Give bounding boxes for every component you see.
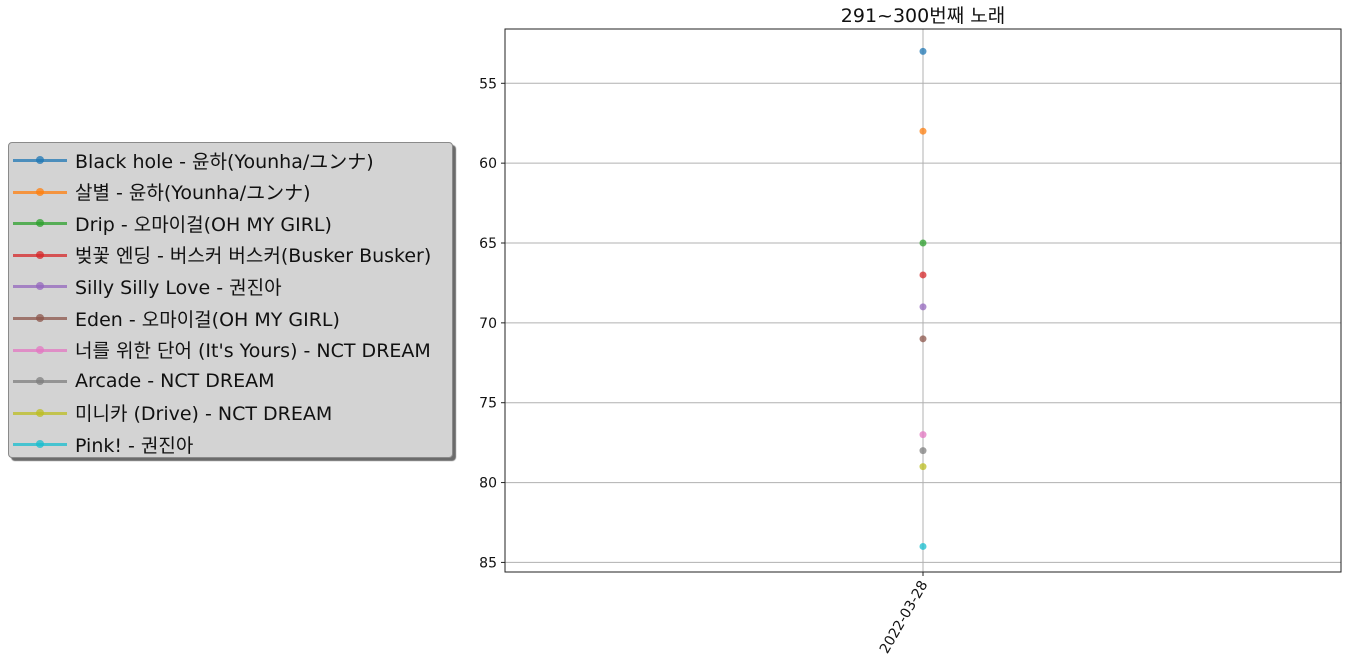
data-point [919,271,927,279]
x-tick-label: 2022-03-28 [877,578,932,656]
legend-swatch [13,437,67,451]
legend-swatch [13,406,67,420]
legend-label: 벚꽃 엔딩 - 버스커 버스커(Busker Busker) [75,245,432,268]
legend-item: Arcade - NCT DREAM [13,366,275,396]
data-point [919,335,927,343]
y-tick-label: 85 [479,555,497,571]
data-point [919,447,927,455]
y-tick-label: 80 [479,476,497,492]
legend-label: Eden - 오마이걸(OH MY GIRL) [75,308,340,331]
legend-item: Black hole - 윤하(Younha/ユンナ) [13,145,374,175]
legend-label: Black hole - 윤하(Younha/ユンナ) [75,150,374,173]
y-tick-label: 75 [479,396,497,412]
data-point [919,303,927,311]
legend-item: Eden - 오마이걸(OH MY GIRL) [13,303,340,333]
legend-swatch [13,153,67,167]
plot-frame [504,28,1342,573]
legend-label: Arcade - NCT DREAM [75,370,275,393]
data-point [919,431,927,439]
point-layer [919,47,927,550]
legend-label: Silly Silly Love - 권진아 [75,276,282,299]
legend-item: 살별 - 윤하(Younha/ユンナ) [13,177,311,207]
legend-item: 너를 위한 단어 (It's Yours) - NCT DREAM [13,335,431,365]
legend-label: 살별 - 윤하(Younha/ユンナ) [75,182,311,205]
y-tick-label: 70 [479,316,497,332]
legend-swatch [13,279,67,293]
data-point [919,47,927,55]
y-tick-label: 65 [479,236,497,252]
legend-label: Pink! - 권진아 [75,434,194,457]
y-tick-label: 60 [479,156,497,172]
legend-swatch [13,343,67,357]
legend-label: Drip - 오마이걸(OH MY GIRL) [75,213,332,236]
legend-swatch [13,185,67,199]
legend-swatch [13,248,67,262]
y-tick-label: 55 [479,76,497,92]
data-point [919,542,927,550]
legend-item: 벚꽃 엔딩 - 버스커 버스커(Busker Busker) [13,240,431,270]
legend-item: Silly Silly Love - 권진아 [13,271,282,301]
chart-title: 291~300번째 노래 [841,5,1005,27]
data-point [919,463,927,471]
legend-swatch [13,374,67,388]
grid-layer [505,29,1341,572]
legend-label: 미니카 (Drive) - NCT DREAM [75,403,333,426]
legend-swatch [13,216,67,230]
data-point [919,127,927,135]
data-point [919,239,927,247]
legend-item: Pink! - 권진아 [13,429,193,459]
legend-item: 미니카 (Drive) - NCT DREAM [13,398,332,428]
legend-item: Drip - 오마이걸(OH MY GIRL) [13,208,332,238]
legend-label: 너를 위한 단어 (It's Yours) - NCT DREAM [75,340,431,363]
legend-swatch [13,311,67,325]
legend: Black hole - 윤하(Younha/ユンナ) 살별 - 윤하(Younh… [8,142,453,458]
